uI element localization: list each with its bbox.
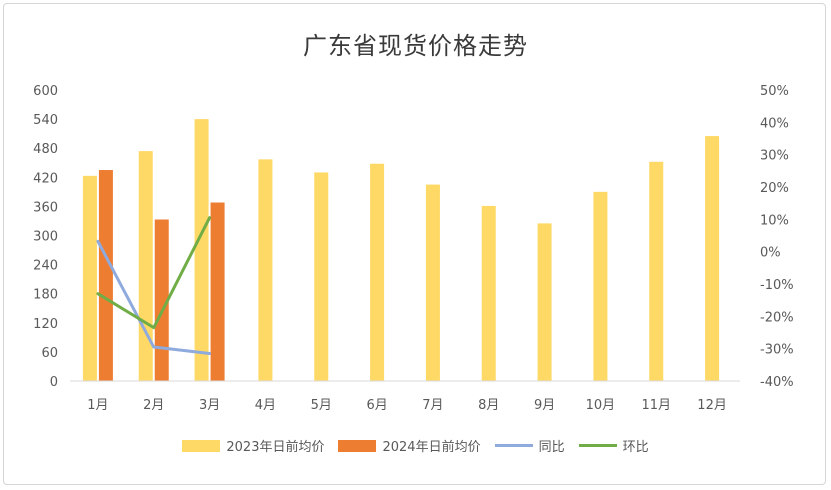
right-tick-label: 40% bbox=[760, 116, 789, 131]
bar-2023 bbox=[425, 184, 440, 381]
bar-2024 bbox=[210, 202, 225, 381]
x-tick-label: 12月 bbox=[697, 398, 727, 413]
x-tick-label: 8月 bbox=[478, 398, 499, 413]
bar-2023 bbox=[593, 191, 608, 381]
right-tick-label: 0% bbox=[760, 246, 781, 261]
legend: 2023年日前均价 2024年日前均价 同比 环比 bbox=[0, 436, 831, 455]
legend-label-2024: 2024年日前均价 bbox=[382, 440, 481, 455]
right-tick-label: -10% bbox=[760, 278, 794, 293]
legend-swatch-yoy bbox=[494, 444, 533, 447]
bar-2023 bbox=[138, 151, 153, 381]
right-tick-label: 10% bbox=[760, 213, 789, 228]
bar-2024 bbox=[98, 170, 113, 381]
legend-swatch-2023 bbox=[182, 439, 221, 452]
legend-item-yoy: 同比 bbox=[494, 436, 565, 455]
left-tick-label: 600 bbox=[33, 84, 58, 99]
left-tick-label: 60 bbox=[41, 346, 58, 361]
legend-label-yoy: 同比 bbox=[538, 440, 565, 455]
legend-label-2023: 2023年日前均价 bbox=[226, 440, 325, 455]
legend-label-mom: 环比 bbox=[622, 440, 649, 455]
x-tick-label: 11月 bbox=[641, 398, 671, 413]
legend-item-2023: 2023年日前均价 bbox=[182, 436, 324, 455]
x-tick-label: 2月 bbox=[143, 398, 164, 413]
bar-2023 bbox=[258, 159, 273, 381]
left-tick-label: 540 bbox=[33, 113, 58, 128]
legend-swatch-mom bbox=[578, 444, 617, 447]
left-tick-label: 180 bbox=[33, 288, 58, 303]
x-tick-label: 7月 bbox=[422, 398, 443, 413]
right-tick-label: 20% bbox=[760, 181, 789, 196]
x-tick-label: 4月 bbox=[255, 398, 276, 413]
left-axis-ticks: 0 60 120 180 240 300 360 420 480 540 600 bbox=[33, 84, 58, 390]
bar-2023 bbox=[82, 175, 97, 381]
bar-2024 bbox=[154, 219, 169, 381]
legend-swatch-2024 bbox=[338, 439, 377, 452]
legend-item-2024: 2024年日前均价 bbox=[338, 436, 481, 455]
bar-2023 bbox=[649, 161, 664, 381]
right-tick-label: -20% bbox=[760, 310, 794, 325]
chart-title: 广东省现货价格走势 bbox=[303, 32, 528, 60]
bar-2023 bbox=[481, 205, 496, 381]
x-tick-label: 5月 bbox=[311, 398, 332, 413]
x-axis-labels: 1月 2月 3月 4月 5月 6月 7月 8月 9月 10月 11月 12月 bbox=[87, 398, 727, 413]
right-tick-label: -30% bbox=[760, 343, 794, 358]
line-series bbox=[96, 216, 212, 356]
left-tick-label: 300 bbox=[33, 230, 58, 245]
bar-series bbox=[82, 119, 720, 381]
left-tick-label: 360 bbox=[33, 200, 58, 215]
bar-2023 bbox=[537, 223, 552, 381]
x-tick-label: 9月 bbox=[534, 398, 555, 413]
x-tick-label: 3月 bbox=[199, 398, 220, 413]
bar-2023 bbox=[370, 163, 385, 381]
left-tick-label: 420 bbox=[33, 171, 58, 186]
bar-2023 bbox=[194, 119, 209, 381]
left-tick-label: 120 bbox=[33, 317, 58, 332]
right-tick-label: -40% bbox=[760, 375, 794, 390]
right-axis-ticks: -40% -30% -20% -10% 0% 10% 20% 30% 40% 50% bbox=[760, 84, 794, 390]
line-mom bbox=[96, 216, 212, 330]
legend-item-mom: 环比 bbox=[578, 436, 649, 455]
x-tick-label: 10月 bbox=[586, 398, 616, 413]
right-tick-label: 50% bbox=[760, 84, 789, 99]
bar-2023 bbox=[705, 136, 720, 381]
bar-2023 bbox=[314, 172, 329, 381]
x-tick-label: 6月 bbox=[366, 398, 387, 413]
left-tick-label: 240 bbox=[33, 259, 58, 274]
right-tick-label: 30% bbox=[760, 149, 789, 164]
x-tick-label: 1月 bbox=[87, 398, 108, 413]
left-tick-label: 0 bbox=[50, 375, 58, 390]
left-tick-label: 480 bbox=[33, 142, 58, 157]
line-yoy bbox=[96, 239, 212, 356]
